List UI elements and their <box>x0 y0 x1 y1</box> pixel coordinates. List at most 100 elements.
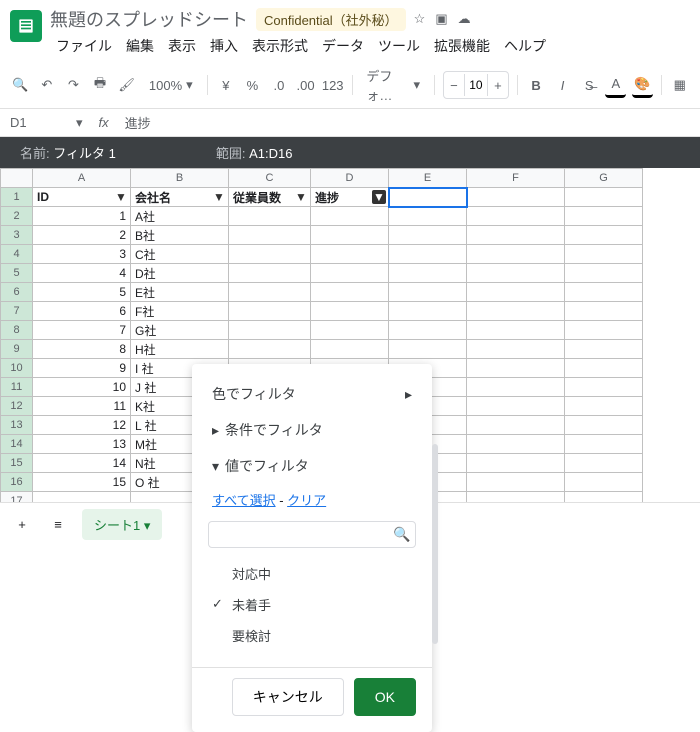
inc-dec-icon[interactable]: .00 <box>295 72 316 98</box>
row-header[interactable]: 14 <box>1 435 33 454</box>
row-header[interactable]: 2 <box>1 207 33 226</box>
cell[interactable]: 8 <box>33 340 131 359</box>
move-icon[interactable]: ▣ <box>435 11 447 27</box>
cell[interactable]: 13 <box>33 435 131 454</box>
italic-icon[interactable]: I <box>552 72 573 98</box>
filter-icon[interactable]: ▼ <box>114 190 128 204</box>
menu-拡張機能[interactable]: 拡張機能 <box>428 34 496 58</box>
row-header[interactable]: 10 <box>1 359 33 378</box>
strike-icon[interactable]: S̶ <box>579 72 600 98</box>
ok-button[interactable]: OK <box>354 678 416 716</box>
cell[interactable]: F社 <box>131 302 229 321</box>
menu-データ[interactable]: データ <box>316 34 370 58</box>
clear-link[interactable]: クリア <box>287 493 326 508</box>
cloud-icon[interactable]: ☁ <box>458 11 471 27</box>
font-select[interactable]: デフォ… ▾ <box>360 66 426 104</box>
dec-dec-icon[interactable]: .0 <box>269 72 290 98</box>
menu-ファイル[interactable]: ファイル <box>50 34 118 58</box>
menu-挿入[interactable]: 挿入 <box>204 34 244 58</box>
filter-icon[interactable]: ▼ <box>372 190 386 204</box>
format-icon[interactable]: 123 <box>322 72 344 98</box>
col-header[interactable]: A <box>33 169 131 188</box>
cell[interactable]: 3 <box>33 245 131 264</box>
cell[interactable]: 10 <box>33 378 131 397</box>
menu-ツール[interactable]: ツール <box>372 34 426 58</box>
doc-title[interactable]: 無題のスプレッドシート <box>50 6 248 32</box>
filter-by-color[interactable]: 色でフィルタ▸ <box>192 376 432 412</box>
cell[interactable]: 14 <box>33 454 131 473</box>
col-header[interactable]: G <box>565 169 643 188</box>
text-color-icon[interactable]: A <box>605 72 626 98</box>
cell[interactable]: 4 <box>33 264 131 283</box>
filter-value-item[interactable]: 対応中 <box>192 558 432 589</box>
cell[interactable]: C社 <box>131 245 229 264</box>
dropdown-icon[interactable]: ▾ <box>76 115 83 131</box>
bold-icon[interactable]: B <box>526 72 547 98</box>
search-icon[interactable]: 🔍 <box>10 72 31 98</box>
star-icon[interactable]: ☆ <box>414 11 426 27</box>
row-header[interactable]: 16 <box>1 473 33 492</box>
filter-icon[interactable]: ▼ <box>294 190 308 204</box>
cell[interactable]: 11 <box>33 397 131 416</box>
percent-icon[interactable]: % <box>242 72 263 98</box>
row-header[interactable]: 13 <box>1 416 33 435</box>
fontsize-minus[interactable]: − <box>444 72 464 98</box>
cell[interactable]: 1 <box>33 207 131 226</box>
all-sheets-icon[interactable]: ≡ <box>46 512 70 538</box>
fill-color-icon[interactable]: 🎨 <box>632 72 653 98</box>
col-header[interactable]: D <box>311 169 389 188</box>
filter-by-value[interactable]: ▾値でフィルタ <box>192 448 432 484</box>
menu-表示形式[interactable]: 表示形式 <box>246 34 314 58</box>
cell[interactable]: 7 <box>33 321 131 340</box>
row-header[interactable]: 11 <box>1 378 33 397</box>
cell[interactable]: 2 <box>33 226 131 245</box>
menu-ヘルプ[interactable]: ヘルプ <box>498 34 552 58</box>
cell[interactable]: A社 <box>131 207 229 226</box>
col-header[interactable]: E <box>389 169 467 188</box>
redo-icon[interactable]: ↷ <box>63 72 84 98</box>
cell[interactable]: 5 <box>33 283 131 302</box>
add-sheet-icon[interactable]: + <box>10 512 34 538</box>
row-header[interactable]: 12 <box>1 397 33 416</box>
cell[interactable]: 15 <box>33 473 131 492</box>
row-header[interactable]: 15 <box>1 454 33 473</box>
row-header[interactable]: 1 <box>1 188 33 207</box>
menu-表示[interactable]: 表示 <box>162 34 202 58</box>
scrollbar[interactable] <box>432 444 438 644</box>
cell[interactable]: B社 <box>131 226 229 245</box>
data-header[interactable]: 会社名▼ <box>131 188 229 207</box>
menu-編集[interactable]: 編集 <box>120 34 160 58</box>
filter-icon[interactable]: ▼ <box>212 190 226 204</box>
row-header[interactable]: 8 <box>1 321 33 340</box>
borders-icon[interactable]: ▦ <box>670 72 691 98</box>
row-header[interactable]: 5 <box>1 264 33 283</box>
formula-bar[interactable]: 進捗 <box>125 113 151 132</box>
filter-value-item[interactable]: ✓未着手 <box>192 589 432 620</box>
cell[interactable]: D社 <box>131 264 229 283</box>
zoom-select[interactable]: 100% ▾ <box>143 77 199 93</box>
search-icon[interactable]: 🔍 <box>393 526 410 543</box>
filter-by-condition[interactable]: ▸条件でフィルタ <box>192 412 432 448</box>
cell[interactable]: 6 <box>33 302 131 321</box>
row-header[interactable]: 7 <box>1 302 33 321</box>
col-header[interactable]: C <box>229 169 311 188</box>
cell[interactable]: E社 <box>131 283 229 302</box>
row-header[interactable]: 6 <box>1 283 33 302</box>
filter-search-input[interactable] <box>217 527 393 542</box>
select-all-link[interactable]: すべて選択 <box>212 493 276 508</box>
row-header[interactable]: 4 <box>1 245 33 264</box>
cell[interactable]: H社 <box>131 340 229 359</box>
cell[interactable]: G社 <box>131 321 229 340</box>
fontsize-input[interactable] <box>464 74 488 96</box>
row-header[interactable]: 9 <box>1 340 33 359</box>
data-header[interactable]: 進捗▼ <box>311 188 389 207</box>
col-header[interactable]: F <box>467 169 565 188</box>
paint-icon[interactable]: 🖌 <box>116 72 137 98</box>
cell[interactable]: 9 <box>33 359 131 378</box>
sheets-logo[interactable] <box>10 10 42 42</box>
undo-icon[interactable]: ↶ <box>37 72 58 98</box>
cell-reference[interactable]: D1 <box>10 115 60 130</box>
data-header[interactable]: 従業員数▼ <box>229 188 311 207</box>
row-header[interactable]: 3 <box>1 226 33 245</box>
col-header[interactable]: B <box>131 169 229 188</box>
